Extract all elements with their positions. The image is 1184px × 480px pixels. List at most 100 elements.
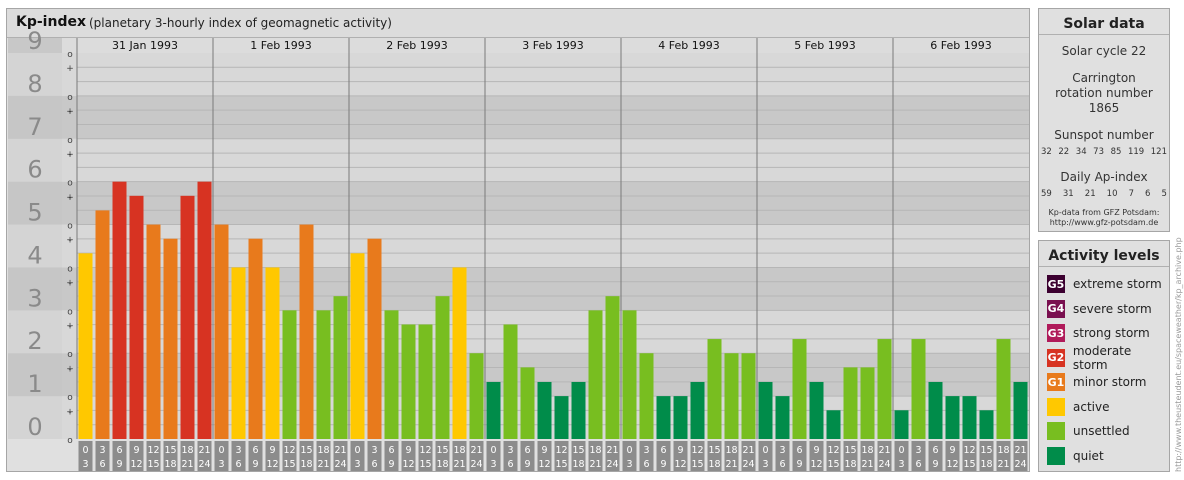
- interval-end-label: 3: [762, 459, 768, 470]
- interval-start-label: 9: [405, 445, 411, 456]
- interval-end-label: 24: [198, 459, 210, 470]
- interval-cell: [180, 441, 195, 471]
- interval-cell: [384, 441, 399, 471]
- day-label: 3 Feb 1993: [522, 39, 583, 52]
- kp-bar: [350, 253, 365, 439]
- interval-cell: [996, 441, 1011, 471]
- minor-mark: +: [66, 64, 74, 74]
- minor-mark: -: [68, 107, 71, 117]
- interval-cell: [452, 441, 467, 471]
- kp-bar: [333, 296, 348, 439]
- ap-index-value-6: 5: [1161, 189, 1167, 199]
- interval-cell: [605, 441, 620, 471]
- interval-end-label: 18: [572, 459, 584, 470]
- interval-start-label: 15: [708, 445, 720, 456]
- interval-start-label: 21: [334, 445, 346, 456]
- interval-start-label: 18: [317, 445, 329, 456]
- kp-bar: [180, 195, 195, 439]
- sunspot-value-4: 85: [1110, 147, 1122, 157]
- kp-bar: [452, 267, 467, 439]
- day-label: 1 Feb 1993: [250, 39, 311, 52]
- interval-start-label: 3: [99, 445, 105, 456]
- y-axis-band: [8, 53, 62, 96]
- sunspot-value-2: 34: [1075, 147, 1087, 157]
- sunspot-value-3: 73: [1093, 147, 1104, 157]
- interval-cell: [401, 441, 416, 471]
- interval-end-label: 12: [538, 459, 550, 470]
- kp-bar: [112, 181, 127, 439]
- y-axis-band: [8, 95, 62, 139]
- interval-start-label: 12: [827, 445, 839, 456]
- kp-bar: [894, 410, 909, 439]
- ap-index-value-1: 31: [1062, 189, 1074, 199]
- ap-index-value-2: 21: [1084, 189, 1096, 199]
- kp-bar: [809, 381, 824, 439]
- interval-start-label: 3: [779, 445, 785, 456]
- interval-cell: [894, 441, 909, 471]
- interval-end-label: 18: [844, 459, 856, 470]
- kp-bar: [418, 324, 433, 439]
- kp-bar: [571, 381, 586, 439]
- interval-start-label: 3: [507, 445, 513, 456]
- kp-bar: [520, 367, 535, 439]
- y-tick-label: 7: [27, 113, 42, 141]
- sunspot-value-1: 22: [1058, 147, 1070, 157]
- minor-mark: o: [67, 350, 73, 360]
- y-tick-label: 2: [27, 327, 42, 355]
- minor-mark: +: [66, 107, 74, 117]
- legend-swatch: G4: [1047, 299, 1065, 318]
- interval-start-label: 21: [606, 445, 618, 456]
- y-axis-band: [8, 138, 62, 182]
- minor-mark: -: [68, 236, 71, 246]
- minor-mark: +: [66, 236, 74, 246]
- interval-start-label: 6: [116, 445, 122, 456]
- kp-index-panel: Kp-index (planetary 3-hourly index of ge…: [6, 8, 1030, 472]
- interval-end-label: 9: [524, 459, 530, 470]
- interval-cell: [163, 441, 178, 471]
- interval-start-label: 6: [252, 445, 258, 456]
- legend-item-strong-storm: G3 strong storm: [1047, 324, 1150, 342]
- interval-cell: [316, 441, 331, 471]
- interval-end-label: 12: [810, 459, 822, 470]
- interval-start-label: 6: [932, 445, 938, 456]
- interval-end-label: 18: [708, 459, 720, 470]
- interval-end-label: 15: [555, 459, 567, 470]
- source-watermark: http://www.theusteudent.eu/spaceweather/…: [1174, 237, 1183, 472]
- credit-link[interactable]: http://www.gfz-potsdam.de: [1049, 218, 1159, 227]
- kp-band: [62, 138, 1029, 182]
- minor-mark: o: [67, 50, 73, 60]
- interval-start-label: 21: [878, 445, 890, 456]
- interval-cell: [469, 441, 484, 471]
- sunspot-value-6: 121: [1150, 147, 1167, 157]
- interval-end-label: 12: [946, 459, 958, 470]
- kp-bar: [741, 353, 756, 439]
- y-tick-label: 8: [27, 70, 42, 98]
- ap-index-value-3: 10: [1106, 189, 1118, 199]
- interval-start-label: 18: [181, 445, 193, 456]
- kp-bar: [537, 381, 552, 439]
- kp-bar: [163, 238, 178, 439]
- kp-bar: [95, 210, 110, 439]
- interval-start-label: 3: [643, 445, 649, 456]
- interval-end-label: 15: [419, 459, 431, 470]
- kp-bar: [877, 339, 892, 439]
- kp-bar: [248, 238, 263, 439]
- interval-start-label: 6: [524, 445, 530, 456]
- interval-cell: [503, 441, 518, 471]
- y-tick-label: 5: [27, 199, 42, 227]
- ap-index-label: Daily Ap-index: [1060, 170, 1148, 184]
- interval-end-label: 3: [490, 459, 496, 470]
- kp-band: [62, 181, 1029, 225]
- y-axis-band: [8, 310, 62, 354]
- interval-cell: [435, 441, 450, 471]
- interval-cell: [554, 441, 569, 471]
- minor-mark: o: [67, 393, 73, 403]
- interval-cell: [656, 441, 671, 471]
- interval-start-label: 3: [371, 445, 377, 456]
- interval-cell: [979, 441, 994, 471]
- interval-start-label: 3: [235, 445, 241, 456]
- interval-start-label: 6: [388, 445, 394, 456]
- y-tick-label: 4: [27, 241, 42, 269]
- interval-start-label: 15: [436, 445, 448, 456]
- interval-end-label: 3: [218, 459, 224, 470]
